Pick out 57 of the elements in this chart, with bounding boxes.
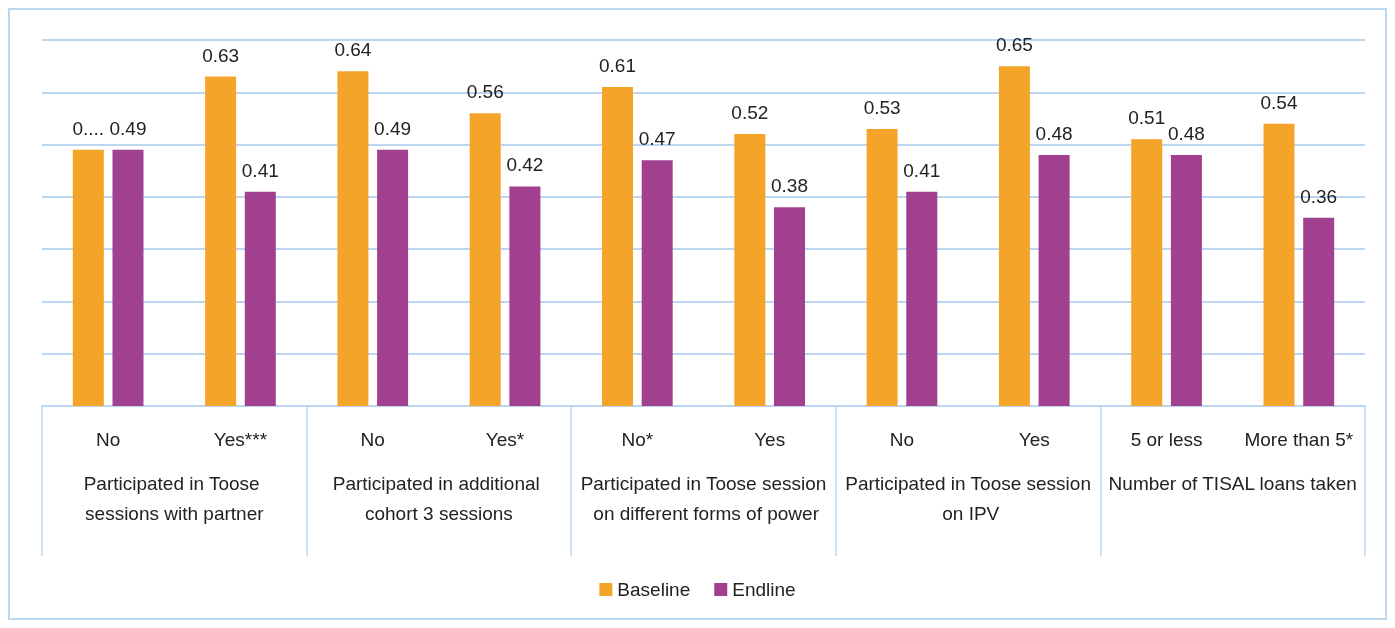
x-tick-label: No* — [621, 429, 654, 450]
x-tick-label: No — [96, 429, 121, 450]
x-tick-label: More than 5* — [1244, 429, 1354, 450]
text: Participated in Toose session on IPV — [845, 472, 1091, 524]
bar — [112, 149, 144, 406]
x-tick-label: Yes — [1018, 429, 1050, 450]
bar — [377, 149, 409, 406]
data-label: 0.48 — [1167, 123, 1205, 145]
bar — [1303, 217, 1335, 406]
data-label: 0.65 — [995, 34, 1033, 56]
data-label: 0.63 — [202, 44, 240, 66]
bar — [72, 149, 104, 406]
text: Participated in Toose sessions with partner — [83, 472, 265, 524]
data-label: 0.49 — [109, 117, 147, 139]
data-label: 0.47 — [638, 128, 676, 150]
x-tick-label: Yes — [754, 429, 786, 450]
bar — [1263, 123, 1295, 406]
data-label: 0.41 — [903, 159, 941, 181]
bar — [509, 186, 541, 406]
legend-label: Endline — [732, 579, 796, 600]
bar — [866, 128, 898, 406]
data-label: 0.51 — [1128, 107, 1166, 129]
bar — [337, 71, 369, 406]
x-tick-label: No — [889, 429, 915, 450]
data-label: 0.53 — [863, 96, 901, 118]
bar — [734, 134, 766, 406]
bar — [641, 160, 673, 406]
data-label: 0.64 — [334, 39, 372, 61]
text: Participated in additional cohort 3 sessions — [332, 472, 546, 524]
bar — [1131, 139, 1163, 406]
data-label: 0.52 — [731, 102, 769, 124]
data-label: 0.56 — [466, 81, 504, 103]
data-label: 0.61 — [599, 55, 636, 77]
bar — [205, 76, 237, 406]
text: Participated in Toose session on different forms of power — [580, 472, 827, 524]
bar — [1170, 155, 1202, 406]
bar — [602, 87, 634, 406]
bar — [1038, 155, 1070, 406]
data-label: 0.54 — [1260, 91, 1298, 113]
text: Number of TISAL loans taken — [1108, 472, 1357, 494]
data-label: 0.38 — [771, 175, 808, 197]
bar — [998, 66, 1030, 406]
bar — [773, 207, 805, 406]
data-label: 0.41 — [241, 159, 279, 181]
bar — [469, 113, 501, 406]
data-label: 0.36 — [1300, 185, 1338, 207]
x-tick-label: No — [360, 429, 385, 450]
bar — [906, 191, 938, 406]
bar — [244, 191, 276, 406]
x-tick-label: 5 or less — [1130, 429, 1203, 450]
data-label: 0.48 — [1035, 123, 1073, 145]
data-label: 0.49 — [374, 117, 412, 139]
x-tick-label: Yes* — [485, 429, 525, 450]
legend-label: Baseline — [617, 579, 691, 600]
data-label: 0.... — [72, 117, 105, 139]
x-tick-label: Yes*** — [213, 429, 268, 450]
data-label: 0.42 — [506, 154, 544, 176]
